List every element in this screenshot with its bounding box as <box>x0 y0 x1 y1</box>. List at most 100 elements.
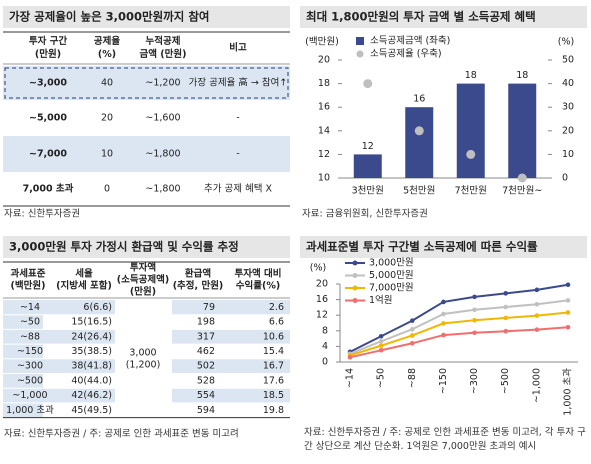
y2-tick-label: 0 <box>562 173 568 184</box>
axis-label: (%) <box>310 263 326 274</box>
table-cell: - <box>236 149 239 160</box>
table-cell: 40(44.0) <box>71 375 112 386</box>
table-cell: 554 <box>197 390 215 401</box>
bar <box>353 154 382 178</box>
table-cell: 7,000 초과 <box>23 183 74 195</box>
table-cell: 462 <box>197 346 215 357</box>
title-bar <box>300 6 587 28</box>
point <box>534 301 540 307</box>
table-cell: 42(46.2) <box>71 390 112 401</box>
x-tick-label: 5천만원 <box>403 186 435 197</box>
point <box>441 311 446 317</box>
header-cell: 환급액 <box>185 268 211 280</box>
source-note: 자료: 금융위원회, 신한투자증권 <box>302 208 428 220</box>
table-cell: 19.8 <box>263 405 284 416</box>
table-cell: 가장 공제율 高 → 참여↑ <box>189 77 288 89</box>
panel-title: 가장 공제율이 높은 3,000만원까지 참여 <box>9 10 210 24</box>
table-cell: ~1,200 <box>145 78 180 89</box>
line <box>349 326 569 359</box>
row-bg <box>3 66 290 100</box>
point <box>409 318 415 323</box>
point <box>503 328 509 334</box>
point <box>472 294 477 300</box>
x-tick-label: ~88 <box>407 368 418 388</box>
point <box>534 327 540 332</box>
bar <box>405 107 434 178</box>
row-bg <box>3 358 115 374</box>
point <box>565 310 571 315</box>
x-tick-label: 7천만원 <box>455 186 487 197</box>
header-cell: 투자액 <box>130 262 156 274</box>
table-cell: 24(26.4) <box>71 331 112 342</box>
table-cell: 2.6 <box>269 302 284 313</box>
table-cell: 10.6 <box>263 331 284 342</box>
table-cell: 16.7 <box>263 361 284 372</box>
y-tick-label: 16 <box>318 102 330 113</box>
table-cell: ~7,000 <box>29 149 67 160</box>
point <box>347 355 353 360</box>
y-tick-label: 8 <box>322 325 328 336</box>
header-cell: 비고 <box>229 42 247 54</box>
header-cell: 투자액 대비 <box>234 268 281 280</box>
table-cell: ~3,000 <box>29 78 67 89</box>
legend-swatch <box>352 298 358 303</box>
y-tick-label: 10 <box>318 173 330 184</box>
point <box>472 307 477 313</box>
point <box>565 282 571 288</box>
y-tick-label: 12 <box>318 149 330 160</box>
header-cell: (소득공제액) <box>117 274 169 286</box>
table-cell: 79 <box>203 302 215 313</box>
point <box>409 326 415 332</box>
line <box>349 311 569 357</box>
y2-tick-label: 20 <box>562 125 574 136</box>
table-cell: 45(49.5) <box>71 405 112 416</box>
point <box>503 304 509 310</box>
table-cell: 528 <box>197 375 215 386</box>
point <box>565 324 571 330</box>
bar <box>456 83 485 178</box>
point <box>378 333 384 339</box>
x-tick-label: ~300 <box>469 368 480 394</box>
title-bar <box>300 236 587 258</box>
x-tick-label: ~14 <box>345 368 356 388</box>
legend-swatch <box>352 273 358 278</box>
table-cell: 18.5 <box>263 390 284 401</box>
table-cell: 0 <box>104 184 110 195</box>
legend-label: 소득공제금액 (좌축) <box>370 35 450 47</box>
header-cell: 투자 구간 <box>29 35 68 47</box>
y-tick-label: 18 <box>318 78 330 89</box>
axis-label: (백만원) <box>305 37 339 48</box>
table-cell: 38(41.8) <box>71 361 112 372</box>
header-cell: 누적공제 <box>146 35 181 47</box>
source-note: 자료: 신한투자증권 / 주: 공제로 인한 과세표준 변동 미고려 <box>4 428 239 440</box>
dot <box>414 126 424 136</box>
panel-title: 3,000만원 투자 가정시 환급액 및 수익률 추정 <box>9 240 239 254</box>
row-bg <box>3 136 290 172</box>
table-cell: 17.6 <box>263 375 284 386</box>
x-tick-label: 1,000 초과 <box>563 368 574 416</box>
legend-swatch <box>352 260 358 266</box>
table-cell: ~150 <box>17 346 43 357</box>
axis-label: (%) <box>558 37 574 48</box>
header-cell: (지방세 포함) <box>56 280 112 292</box>
y2-tick-label: 30 <box>562 102 574 113</box>
table-cell: 502 <box>197 361 215 372</box>
y-tick-label: 4 <box>322 341 328 352</box>
header-cell: 금액 (만원) <box>140 48 187 60</box>
highlight-box <box>4 67 289 99</box>
point <box>503 291 509 296</box>
legend-label: 7,000만원 <box>369 283 414 294</box>
table-cell: ~5,000 <box>29 113 67 124</box>
table-cell: 317 <box>197 331 215 342</box>
x-tick-label: ~50 <box>376 368 387 388</box>
point <box>441 299 446 305</box>
source-note: 자료: 신한투자증권 / 주: 공제로 인한 과세표준 변동 미고려, 각 투자… <box>304 427 586 452</box>
header-cell: (만원) <box>130 286 156 298</box>
merged-cell: (1,200) <box>126 359 161 370</box>
legend-swatch <box>356 50 364 58</box>
table-cell: ~50 <box>20 317 40 328</box>
table-cell: 6.6 <box>269 317 284 328</box>
legend-swatch <box>352 285 358 291</box>
row-bg <box>3 402 43 418</box>
row-bg <box>3 300 115 315</box>
